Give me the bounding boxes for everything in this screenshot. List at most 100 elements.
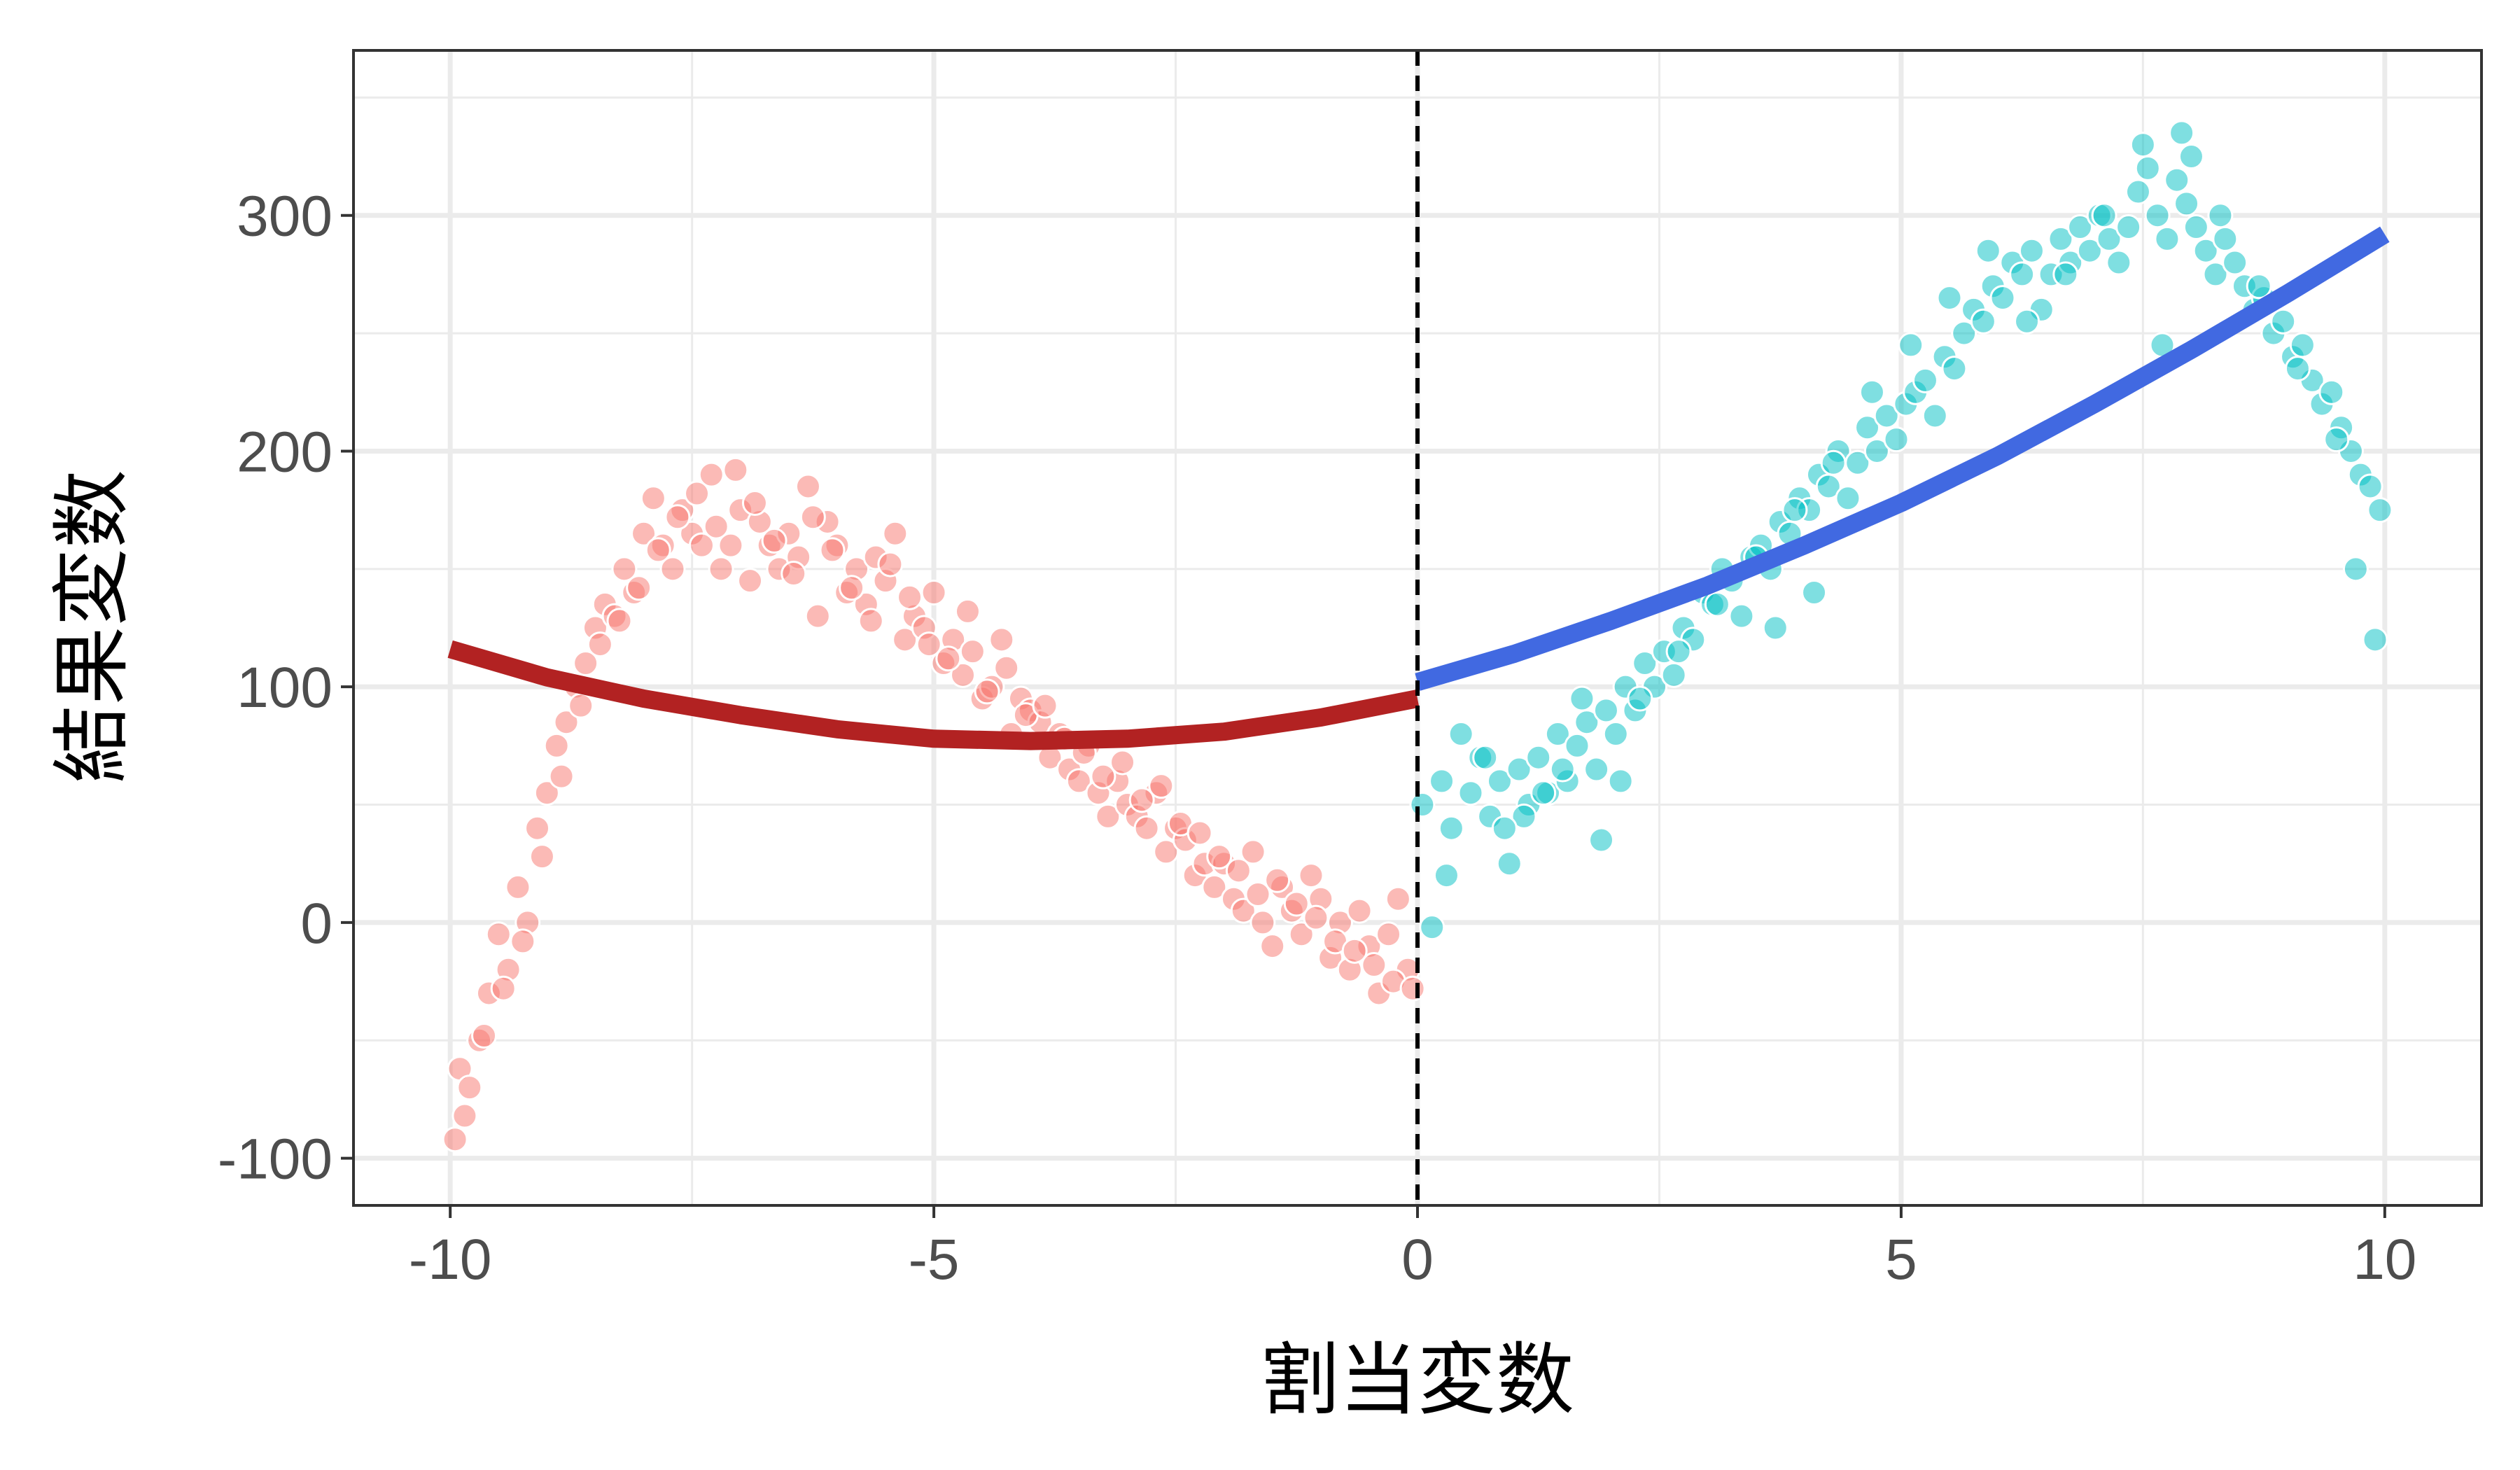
data-point <box>2342 556 2369 582</box>
data-point <box>1912 367 1938 393</box>
data-point <box>1153 839 1180 865</box>
data-point <box>1259 933 1286 960</box>
data-point <box>1264 867 1291 893</box>
data-point <box>897 584 923 610</box>
data-point <box>799 504 826 531</box>
data-point <box>839 575 865 601</box>
data-point <box>1835 485 1861 512</box>
data-point <box>2183 214 2209 241</box>
data-point <box>1341 937 1368 964</box>
data-point <box>1496 850 1522 877</box>
data-point <box>2052 261 2079 288</box>
data-point <box>505 874 531 900</box>
data-point <box>1491 815 1518 841</box>
data-point <box>1399 975 1426 1002</box>
data-point <box>2134 155 2161 181</box>
data-point <box>1128 787 1155 813</box>
data-point <box>1457 780 1484 806</box>
data-point <box>1186 820 1213 846</box>
data-point <box>1429 768 1455 794</box>
data-point <box>2270 308 2297 335</box>
y-tick-label: -100 <box>218 1128 332 1191</box>
data-point <box>2106 249 2132 276</box>
x-axis-title: 割当変数 <box>1261 1335 1574 1426</box>
data-point <box>456 1074 483 1101</box>
data-point <box>1206 844 1233 870</box>
data-point <box>892 626 918 653</box>
data-point <box>2169 120 2195 146</box>
data-point <box>2076 237 2103 264</box>
data-point <box>1782 497 1808 524</box>
data-point <box>858 608 884 634</box>
data-point <box>1951 320 1977 346</box>
data-point <box>1525 744 1552 771</box>
data-point <box>2207 202 2234 229</box>
data-point <box>1704 591 1730 617</box>
data-point <box>1583 756 1610 783</box>
data-point <box>1762 615 1788 641</box>
data-point <box>490 975 517 1002</box>
data-point <box>1607 768 1634 794</box>
fit-line <box>1415 226 2390 691</box>
data-point <box>543 732 570 759</box>
y-tick-label: 200 <box>237 420 332 484</box>
data-point <box>1283 890 1310 917</box>
data-point <box>882 520 909 547</box>
data-point <box>993 654 1020 681</box>
data-point <box>659 556 686 582</box>
data-point <box>1133 815 1160 841</box>
scatter-points <box>442 120 2393 1153</box>
data-point <box>1409 792 1436 818</box>
data-point <box>1240 839 1266 865</box>
data-point <box>2164 167 2190 193</box>
data-point <box>1419 914 1446 941</box>
data-point <box>2174 190 2200 217</box>
data-point <box>2202 261 2229 288</box>
data-point <box>761 527 788 554</box>
data-point <box>1549 756 1576 783</box>
x-axis: -10 -5 0 5 10 <box>409 1205 2416 1292</box>
data-point <box>471 1023 498 1049</box>
data-point <box>698 461 724 488</box>
data-point <box>2115 214 2142 241</box>
data-point <box>1288 921 1315 948</box>
data-point <box>2192 237 2219 264</box>
data-point <box>1090 763 1116 790</box>
data-point <box>1592 697 1619 724</box>
data-point <box>1511 803 1537 830</box>
data-point <box>804 603 831 629</box>
data-point <box>959 638 986 665</box>
data-point <box>2367 497 2393 524</box>
data-point <box>1863 438 1890 464</box>
data-point <box>2222 249 2248 276</box>
data-point <box>703 513 729 540</box>
data-point <box>1665 638 1692 665</box>
data-point <box>1858 379 1885 405</box>
data-point <box>737 568 764 594</box>
data-point <box>1385 886 1411 912</box>
data-point <box>573 650 599 677</box>
data-point <box>1230 897 1256 924</box>
data-point <box>664 504 691 531</box>
data-point <box>611 556 638 582</box>
data-point <box>1921 402 1948 429</box>
data-point <box>451 1102 478 1129</box>
data-point <box>442 1126 468 1153</box>
data-point <box>1898 332 1924 358</box>
data-point <box>920 579 947 606</box>
y-tick-label: 100 <box>237 656 332 720</box>
data-point <box>553 709 580 736</box>
data-point <box>1627 685 1653 712</box>
data-point <box>1602 721 1629 748</box>
data-point <box>741 490 768 517</box>
data-point <box>1588 827 1615 853</box>
data-point <box>1728 603 1755 629</box>
data-point <box>954 598 981 624</box>
data-point <box>485 921 512 948</box>
data-point <box>2289 332 2316 358</box>
data-point <box>780 561 807 587</box>
data-point <box>2178 144 2204 170</box>
x-tick-label: -5 <box>909 1228 960 1292</box>
data-point <box>950 662 976 688</box>
